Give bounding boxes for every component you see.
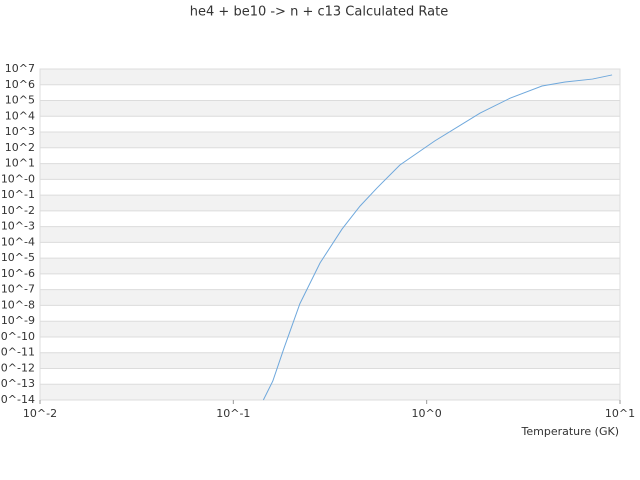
y-tick-label: 10^4 bbox=[5, 109, 35, 122]
y-tick-label: 10^-6 bbox=[1, 267, 35, 280]
grid-band bbox=[40, 352, 620, 369]
y-tick-label: 10^5 bbox=[5, 94, 35, 107]
grid-band bbox=[40, 132, 620, 148]
y-tick-label: 10^-0 bbox=[1, 172, 35, 185]
chart-title: he4 + be10 -> n + c13 Calculated Rate bbox=[190, 5, 448, 20]
grid-band bbox=[40, 258, 620, 274]
x-tick-label: 10^1 bbox=[605, 407, 635, 420]
y-tick-label: 10^2 bbox=[5, 141, 35, 154]
data-line bbox=[262, 74, 613, 401]
y-tick-label: 10^6 bbox=[5, 78, 35, 91]
y-tick-label: 10^-2 bbox=[1, 204, 35, 217]
grid-band bbox=[40, 195, 620, 211]
y-tick-label: 10^-11 bbox=[0, 346, 35, 359]
y-tick-label: 10^-3 bbox=[1, 220, 35, 233]
y-tick-label: 10^-7 bbox=[1, 283, 35, 296]
y-tick-label: 10^-14 bbox=[0, 393, 35, 406]
y-tick-label: 10^7 bbox=[5, 62, 35, 75]
grid-band bbox=[40, 100, 620, 117]
plot-border bbox=[39, 68, 621, 401]
y-tick-label: 10^3 bbox=[5, 125, 35, 138]
y-tick-label: 10^-9 bbox=[1, 314, 35, 327]
grid-band bbox=[40, 226, 620, 243]
y-tick-label: 10^-1 bbox=[1, 188, 35, 201]
x-tick-label: 10^0 bbox=[412, 407, 442, 420]
y-tick-label: 10^-13 bbox=[0, 377, 35, 390]
grid-band bbox=[40, 321, 620, 337]
y-tick-label: 10^-5 bbox=[1, 251, 35, 264]
x-tick-label: 10^-2 bbox=[23, 407, 57, 420]
x-tick-label: 10^-1 bbox=[216, 407, 250, 420]
y-tick-label: 10^-8 bbox=[1, 298, 35, 311]
grid-band bbox=[40, 69, 620, 85]
y-tick-label: 10^-12 bbox=[0, 361, 35, 374]
y-tick-label: 10^-4 bbox=[1, 235, 35, 248]
y-tick-label: 10^1 bbox=[5, 157, 35, 170]
grid-band bbox=[40, 289, 620, 306]
x-axis-label: Temperature (GK) bbox=[521, 425, 620, 438]
grid-band bbox=[40, 163, 620, 180]
grid-band bbox=[40, 384, 620, 400]
y-tick-label: 10^-10 bbox=[0, 330, 35, 343]
